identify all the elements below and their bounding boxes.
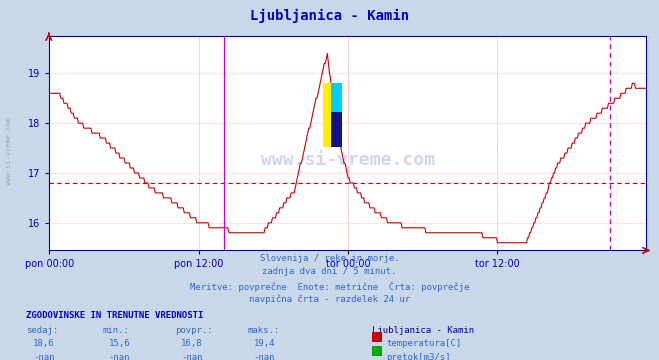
Text: zadnja dva dni / 5 minut.: zadnja dva dni / 5 minut. xyxy=(262,267,397,276)
Text: -nan: -nan xyxy=(254,353,275,360)
Text: ZGODOVINSKE IN TRENUTNE VREDNOSTI: ZGODOVINSKE IN TRENUTNE VREDNOSTI xyxy=(26,311,204,320)
Text: Ljubljanica - Kamin: Ljubljanica - Kamin xyxy=(372,326,474,335)
Text: 18,6: 18,6 xyxy=(33,339,55,348)
Bar xyxy=(331,112,341,147)
Bar xyxy=(331,83,341,147)
Text: temperatura[C]: temperatura[C] xyxy=(386,339,461,348)
Text: 19,4: 19,4 xyxy=(254,339,275,348)
Text: Slovenija / reke in morje.: Slovenija / reke in morje. xyxy=(260,254,399,263)
Text: 16,8: 16,8 xyxy=(181,339,203,348)
Text: -nan: -nan xyxy=(33,353,55,360)
Text: Meritve: povprečne  Enote: metrične  Črta: povprečje: Meritve: povprečne Enote: metrične Črta:… xyxy=(190,281,469,292)
Text: -nan: -nan xyxy=(181,353,203,360)
Text: sedaj:: sedaj: xyxy=(26,326,59,335)
Text: pretok[m3/s]: pretok[m3/s] xyxy=(386,353,451,360)
Text: navpična črta - razdelek 24 ur: navpična črta - razdelek 24 ur xyxy=(249,295,410,304)
Text: www.si-vreme.com: www.si-vreme.com xyxy=(5,117,12,185)
Text: maks.:: maks.: xyxy=(247,326,279,335)
Text: 15,6: 15,6 xyxy=(109,339,130,348)
Text: Ljubljanica - Kamin: Ljubljanica - Kamin xyxy=(250,9,409,23)
Bar xyxy=(322,83,333,147)
Text: povpr.:: povpr.: xyxy=(175,326,212,335)
Text: www.si-vreme.com: www.si-vreme.com xyxy=(260,151,435,169)
Text: -nan: -nan xyxy=(109,353,130,360)
Text: min.:: min.: xyxy=(102,326,129,335)
